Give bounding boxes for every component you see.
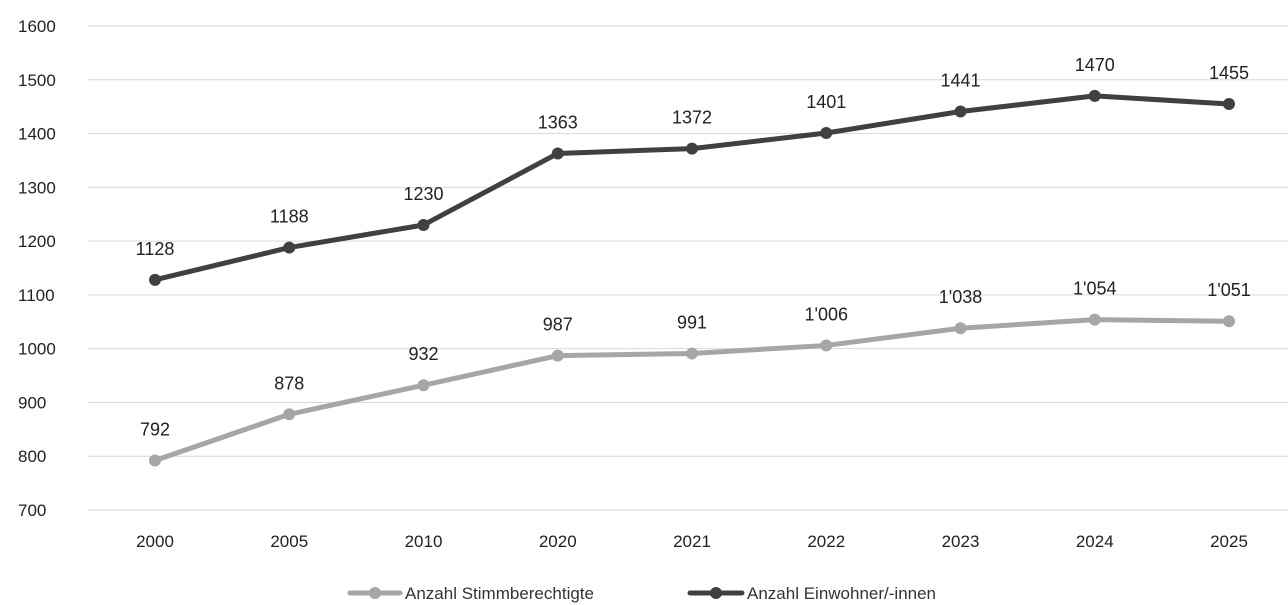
data-label: 932	[408, 344, 438, 364]
data-labels: 792 878 932 987 991 1'006 1'038 1'054 1'051 1128 1…	[136, 55, 1251, 440]
data-point	[954, 322, 967, 335]
series	[149, 89, 1235, 467]
data-point	[820, 127, 833, 140]
data-point	[954, 105, 967, 118]
data-label: 792	[140, 420, 170, 440]
data-point	[1088, 89, 1101, 102]
data-point	[551, 147, 564, 160]
y-tick-label: 1300	[18, 178, 56, 197]
x-tick-label: 2021	[673, 532, 711, 551]
data-point	[820, 339, 833, 352]
legend-swatch-marker	[710, 587, 722, 599]
data-label: 1401	[806, 92, 846, 112]
x-tick-label: 2025	[1210, 532, 1248, 551]
y-tick-label: 1100	[18, 286, 55, 305]
x-tick-label: 2000	[136, 532, 174, 551]
x-tick-label: 2022	[807, 532, 845, 551]
x-tick-label: 2020	[539, 532, 577, 551]
legend: Anzahl Stimmberechtigte Anzahl Einwohner/…	[347, 584, 936, 603]
data-point	[686, 347, 698, 360]
data-point	[283, 241, 296, 254]
data-point	[283, 408, 296, 421]
x-tick-label: 2010	[405, 532, 443, 551]
data-point	[149, 273, 161, 286]
y-tick-label: 1200	[18, 232, 56, 251]
x-axis-ticks: 2000 2005 2010 2020 2021 2022 2023 2024 2025	[136, 532, 1248, 551]
data-point	[1088, 313, 1101, 326]
y-tick-label: 700	[18, 501, 46, 520]
data-label: 1188	[270, 207, 309, 227]
x-tick-label: 2005	[270, 532, 308, 551]
legend-label: Anzahl Einwohner/-innen	[747, 584, 936, 603]
data-point	[551, 349, 564, 362]
data-label: 878	[274, 373, 304, 393]
data-point	[417, 218, 430, 231]
data-point	[1223, 315, 1235, 328]
data-label: 1441	[940, 71, 980, 91]
data-label: 1372	[672, 108, 712, 128]
x-tick-label: 2023	[942, 532, 980, 551]
data-label: 987	[543, 315, 573, 335]
data-label: 1470	[1075, 55, 1115, 75]
y-tick-label: 900	[18, 393, 46, 412]
data-label: 1'006	[805, 304, 848, 324]
y-tick-label: 800	[18, 447, 46, 466]
y-axis-ticks: 700 800 900 1000 1100 1200 1300 1400 1500 1600	[18, 17, 56, 520]
y-tick-label: 1500	[18, 71, 56, 90]
data-label: 1128	[136, 239, 175, 259]
y-tick-label: 1600	[18, 17, 56, 36]
gridlines	[88, 25, 1288, 511]
x-tick-label: 2024	[1076, 532, 1114, 551]
legend-swatch-marker	[369, 587, 381, 599]
y-tick-label: 1000	[18, 340, 56, 359]
data-label: 991	[677, 313, 707, 333]
data-label: 1230	[403, 184, 443, 204]
y-tick-label: 1400	[18, 125, 56, 144]
data-point	[686, 142, 698, 155]
data-point	[417, 379, 430, 392]
data-label: 1'054	[1073, 279, 1116, 299]
data-label: 1455	[1209, 63, 1249, 83]
data-point	[1223, 97, 1235, 110]
data-label: 1363	[538, 112, 578, 132]
data-label: 1'038	[939, 287, 982, 307]
data-point	[149, 454, 161, 467]
legend-label: Anzahl Stimmberechtigte	[405, 584, 594, 603]
series-line-1	[152, 317, 1232, 464]
data-label: 1'051	[1207, 280, 1250, 300]
